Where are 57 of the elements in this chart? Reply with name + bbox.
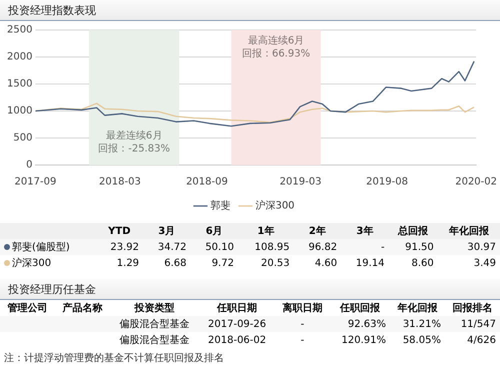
- text: 11/547: [460, 318, 497, 332]
- y-tick-label: 500: [13, 132, 32, 144]
- x-tick-label: 2020-02: [455, 176, 498, 188]
- chart-title: 投资经理指数表现: [0, 0, 500, 21]
- text: 偏股混合型基金: [118, 334, 191, 348]
- x-tick-label: 2018-03: [99, 176, 141, 188]
- text: 120.91%: [340, 334, 387, 348]
- text: 任职日期: [216, 302, 258, 316]
- text: -: [380, 240, 386, 254]
- text: 91.50: [404, 240, 435, 254]
- y-tick-label: 1000: [6, 106, 32, 117]
- text: 3.49: [472, 256, 497, 270]
- x-tick-label: 2019-03: [280, 176, 322, 188]
- text: 离职日期: [281, 301, 324, 316]
- text: -: [300, 318, 306, 332]
- text: 回报排名: [451, 302, 494, 316]
- text: 23.92: [109, 240, 140, 254]
- text: 投资经理历任基金: [0, 279, 500, 300]
- text: 沪深300: [11, 256, 52, 271]
- text: 92.63%: [346, 318, 387, 332]
- legend-label: 郭斐: [210, 200, 230, 212]
- legend-label: 沪深300: [255, 200, 295, 212]
- text: -: [300, 334, 306, 348]
- text: 4/626: [466, 334, 497, 348]
- text: 年化回报: [396, 302, 438, 316]
- text: 96.82: [307, 240, 338, 254]
- y-tick-label: 2000: [6, 52, 32, 63]
- text: 产品名称: [61, 302, 104, 316]
- text: 1.29: [116, 256, 140, 270]
- text: 2018-06-02: [207, 334, 268, 348]
- band-label: 最差连续6月回报：-25.83%: [98, 130, 170, 155]
- x-tick-label: 2017-09: [14, 176, 56, 188]
- text: 50.10: [204, 240, 235, 254]
- text: 20.53: [260, 256, 291, 270]
- text: 6.68: [163, 256, 188, 270]
- text: 管理公司: [6, 302, 48, 316]
- text: 郭斐(偏股型): [11, 240, 71, 255]
- y-tick-label: 1500: [6, 78, 32, 90]
- x-tick-label: 2018-09: [186, 176, 228, 188]
- text: 58.05%: [402, 334, 442, 348]
- text: 注：计提浮动管理费的基金不计算任职回报及排名: [3, 352, 225, 366]
- text: 投资类型: [133, 302, 176, 316]
- text: 30.97: [466, 240, 497, 254]
- band-label: 最高连续6月回报：66.93%: [242, 34, 310, 60]
- text: 19.14: [354, 256, 386, 270]
- text: 2017-09-26: [207, 318, 268, 332]
- text: 偏股混合型基金: [118, 318, 191, 332]
- text: 34.72: [156, 240, 188, 254]
- y-tick-label: 2500: [6, 24, 32, 36]
- text: 4.60: [314, 256, 338, 270]
- text: 9.72: [210, 256, 235, 270]
- y-tick-label: 0: [26, 160, 32, 171]
- text: 任职回报: [338, 302, 381, 316]
- text: 108.95: [254, 240, 291, 254]
- text: 31.21%: [402, 318, 442, 332]
- text: 8.60: [410, 256, 435, 270]
- x-tick-label: 2019-08: [366, 176, 408, 188]
